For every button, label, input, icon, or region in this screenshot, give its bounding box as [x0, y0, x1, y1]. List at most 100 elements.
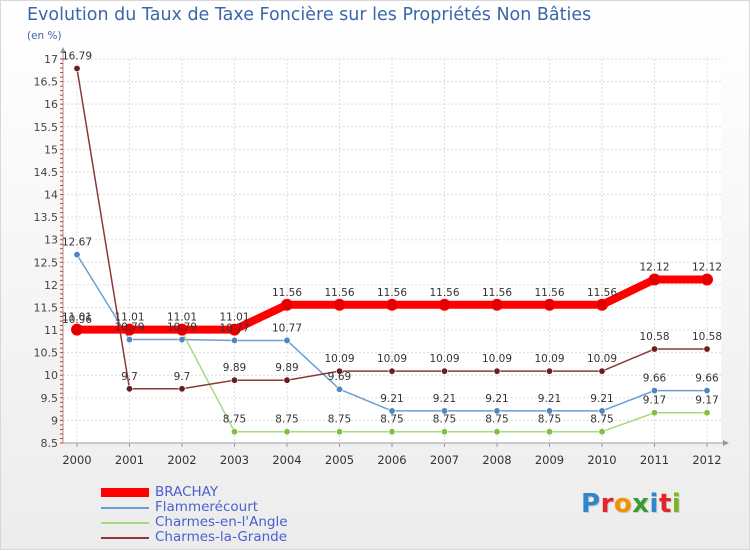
- unit-label: (en %): [27, 30, 62, 42]
- data-point-charmes-en-l-angle: [388, 428, 396, 436]
- logo-letter: x: [632, 489, 650, 519]
- data-label-flammerecourt: 10.77: [272, 322, 302, 334]
- data-label-brachay: 12.12: [639, 261, 669, 273]
- data-label-charmes-en-l-angle: 9.17: [695, 395, 718, 407]
- data-point-brachay: [281, 298, 293, 311]
- y-tick-label: 10.5: [34, 347, 59, 360]
- data-point-charmes-en-l-angle: [493, 428, 501, 436]
- y-tick-label: 9.5: [41, 392, 59, 405]
- data-label-charmes-la-grande: 10.09: [324, 353, 354, 365]
- data-point-brachay: [123, 323, 136, 336]
- x-tick-label: 2002: [167, 453, 196, 467]
- data-label-charmes-en-l-angle: 8.75: [223, 414, 246, 426]
- legend-label: Charmes-la-Grande: [155, 529, 288, 545]
- data-label-brachay: 11.01: [114, 312, 144, 324]
- data-label-charmes-la-grande: 9.7: [121, 371, 138, 383]
- legend-label: Flammerécourt: [155, 499, 259, 515]
- data-point-charmes-la-grande: [388, 367, 396, 375]
- data-label-brachay: 11.56: [534, 287, 564, 299]
- data-label-charmes-la-grande: 10.09: [587, 353, 617, 365]
- data-label-charmes-la-grande: 9.89: [275, 362, 298, 374]
- data-label-charmes-en-l-angle: 8.75: [328, 414, 351, 426]
- x-tick-label: 2012: [692, 453, 721, 467]
- data-point-brachay: [491, 298, 503, 311]
- legend-item-charmes-en-l-angle: Charmes-en-l'Angle: [101, 515, 288, 530]
- data-point-brachay: [176, 323, 188, 336]
- legend-item-flammerecourt: Flammerécourt: [101, 500, 288, 515]
- data-label-flammerecourt: 9.66: [643, 373, 667, 385]
- data-point-charmes-en-l-angle: [703, 409, 711, 417]
- data-label-charmes-la-grande: 10.09: [482, 353, 512, 365]
- data-point-flammerecourt: [493, 407, 501, 415]
- data-point-charmes-la-grande: [126, 385, 134, 393]
- data-point-brachay: [438, 298, 451, 311]
- data-label-brachay: 11.01: [167, 312, 197, 324]
- data-label-charmes-la-grande: 10.58: [639, 331, 669, 343]
- data-point-flammerecourt: [126, 336, 134, 344]
- chart-title: Evolution du Taux de Taxe Foncière sur l…: [27, 5, 592, 25]
- x-tick-label: 2000: [62, 453, 91, 467]
- data-point-charmes-la-grande: [493, 367, 501, 375]
- logo-letter: r: [600, 489, 614, 519]
- data-label-flammerecourt: 9.21: [433, 393, 456, 405]
- y-tick-label: 8.5: [41, 437, 59, 450]
- data-label-flammerecourt: 10.79: [167, 322, 197, 334]
- data-point-flammerecourt: [283, 336, 291, 344]
- logo-letter: i: [649, 489, 659, 519]
- x-axis-arrow: [723, 440, 729, 446]
- data-point-charmes-la-grande: [231, 376, 239, 384]
- legend-swatch: [101, 506, 149, 509]
- data-label-flammerecourt: 9.21: [380, 393, 403, 405]
- data-point-charmes-la-grande: [73, 64, 81, 72]
- data-label-brachay: 11.56: [482, 287, 512, 299]
- y-tick-label: 13.5: [34, 211, 59, 224]
- data-point-charmes-la-grande: [650, 345, 658, 353]
- data-label-charmes-la-grande: 9.7: [174, 371, 191, 383]
- data-point-flammerecourt: [598, 407, 606, 415]
- data-point-brachay: [648, 273, 661, 286]
- y-tick-label: 12.5: [34, 256, 59, 269]
- proxiti-logo: Proxiti: [581, 489, 681, 519]
- data-point-charmes-en-l-angle: [283, 428, 291, 436]
- legend-label: Charmes-en-l'Angle: [155, 514, 288, 530]
- data-point-charmes-la-grande: [545, 367, 553, 375]
- y-tick-label: 10: [44, 369, 58, 382]
- data-label-charmes-la-grande: 10.09: [429, 353, 459, 365]
- y-tick-label: 14: [44, 189, 58, 202]
- y-tick-label: 9: [51, 414, 58, 427]
- data-label-charmes-en-l-angle: 8.75: [380, 414, 403, 426]
- legend-label: BRACHAY: [155, 484, 219, 500]
- data-label-charmes-en-l-angle: 8.75: [485, 414, 508, 426]
- data-label-charmes-la-grande: 9.89: [223, 362, 246, 374]
- x-tick-label: 2006: [377, 453, 406, 467]
- data-point-brachay: [333, 298, 346, 311]
- data-point-charmes-en-l-angle: [335, 428, 343, 436]
- logo-letter: i: [671, 489, 682, 519]
- data-point-brachay: [228, 323, 241, 336]
- data-point-charmes-en-l-angle: [650, 409, 658, 417]
- data-label-brachay: 11.56: [324, 287, 354, 299]
- data-point-charmes-la-grande: [178, 385, 186, 393]
- data-label-flammerecourt: 10.79: [114, 322, 144, 334]
- x-tick-label: 2003: [220, 453, 249, 467]
- data-point-brachay: [71, 323, 83, 336]
- data-point-brachay: [386, 298, 398, 311]
- logo-letter: o: [613, 489, 633, 519]
- data-label-brachay: 11.01: [219, 312, 249, 324]
- data-point-flammerecourt: [650, 387, 658, 395]
- data-label-charmes-en-l-angle: 10.96: [62, 314, 92, 326]
- data-label-brachay: 11.01: [62, 312, 92, 324]
- data-label-flammerecourt: 9.21: [590, 393, 613, 405]
- data-label-brachay: 12.12: [692, 261, 722, 273]
- data-point-charmes-la-grande: [283, 376, 291, 384]
- data-label-charmes-la-grande: 10.58: [692, 331, 722, 343]
- data-point-flammerecourt: [73, 251, 81, 259]
- y-tick-label: 13: [44, 234, 58, 247]
- x-tick-label: 2001: [115, 453, 144, 467]
- data-point-charmes-la-grande: [703, 345, 711, 353]
- data-point-brachay: [543, 298, 556, 311]
- data-point-charmes-en-l-angle: [545, 428, 553, 436]
- data-label-charmes-en-l-angle: 8.75: [433, 414, 456, 426]
- data-point-flammerecourt: [545, 407, 553, 415]
